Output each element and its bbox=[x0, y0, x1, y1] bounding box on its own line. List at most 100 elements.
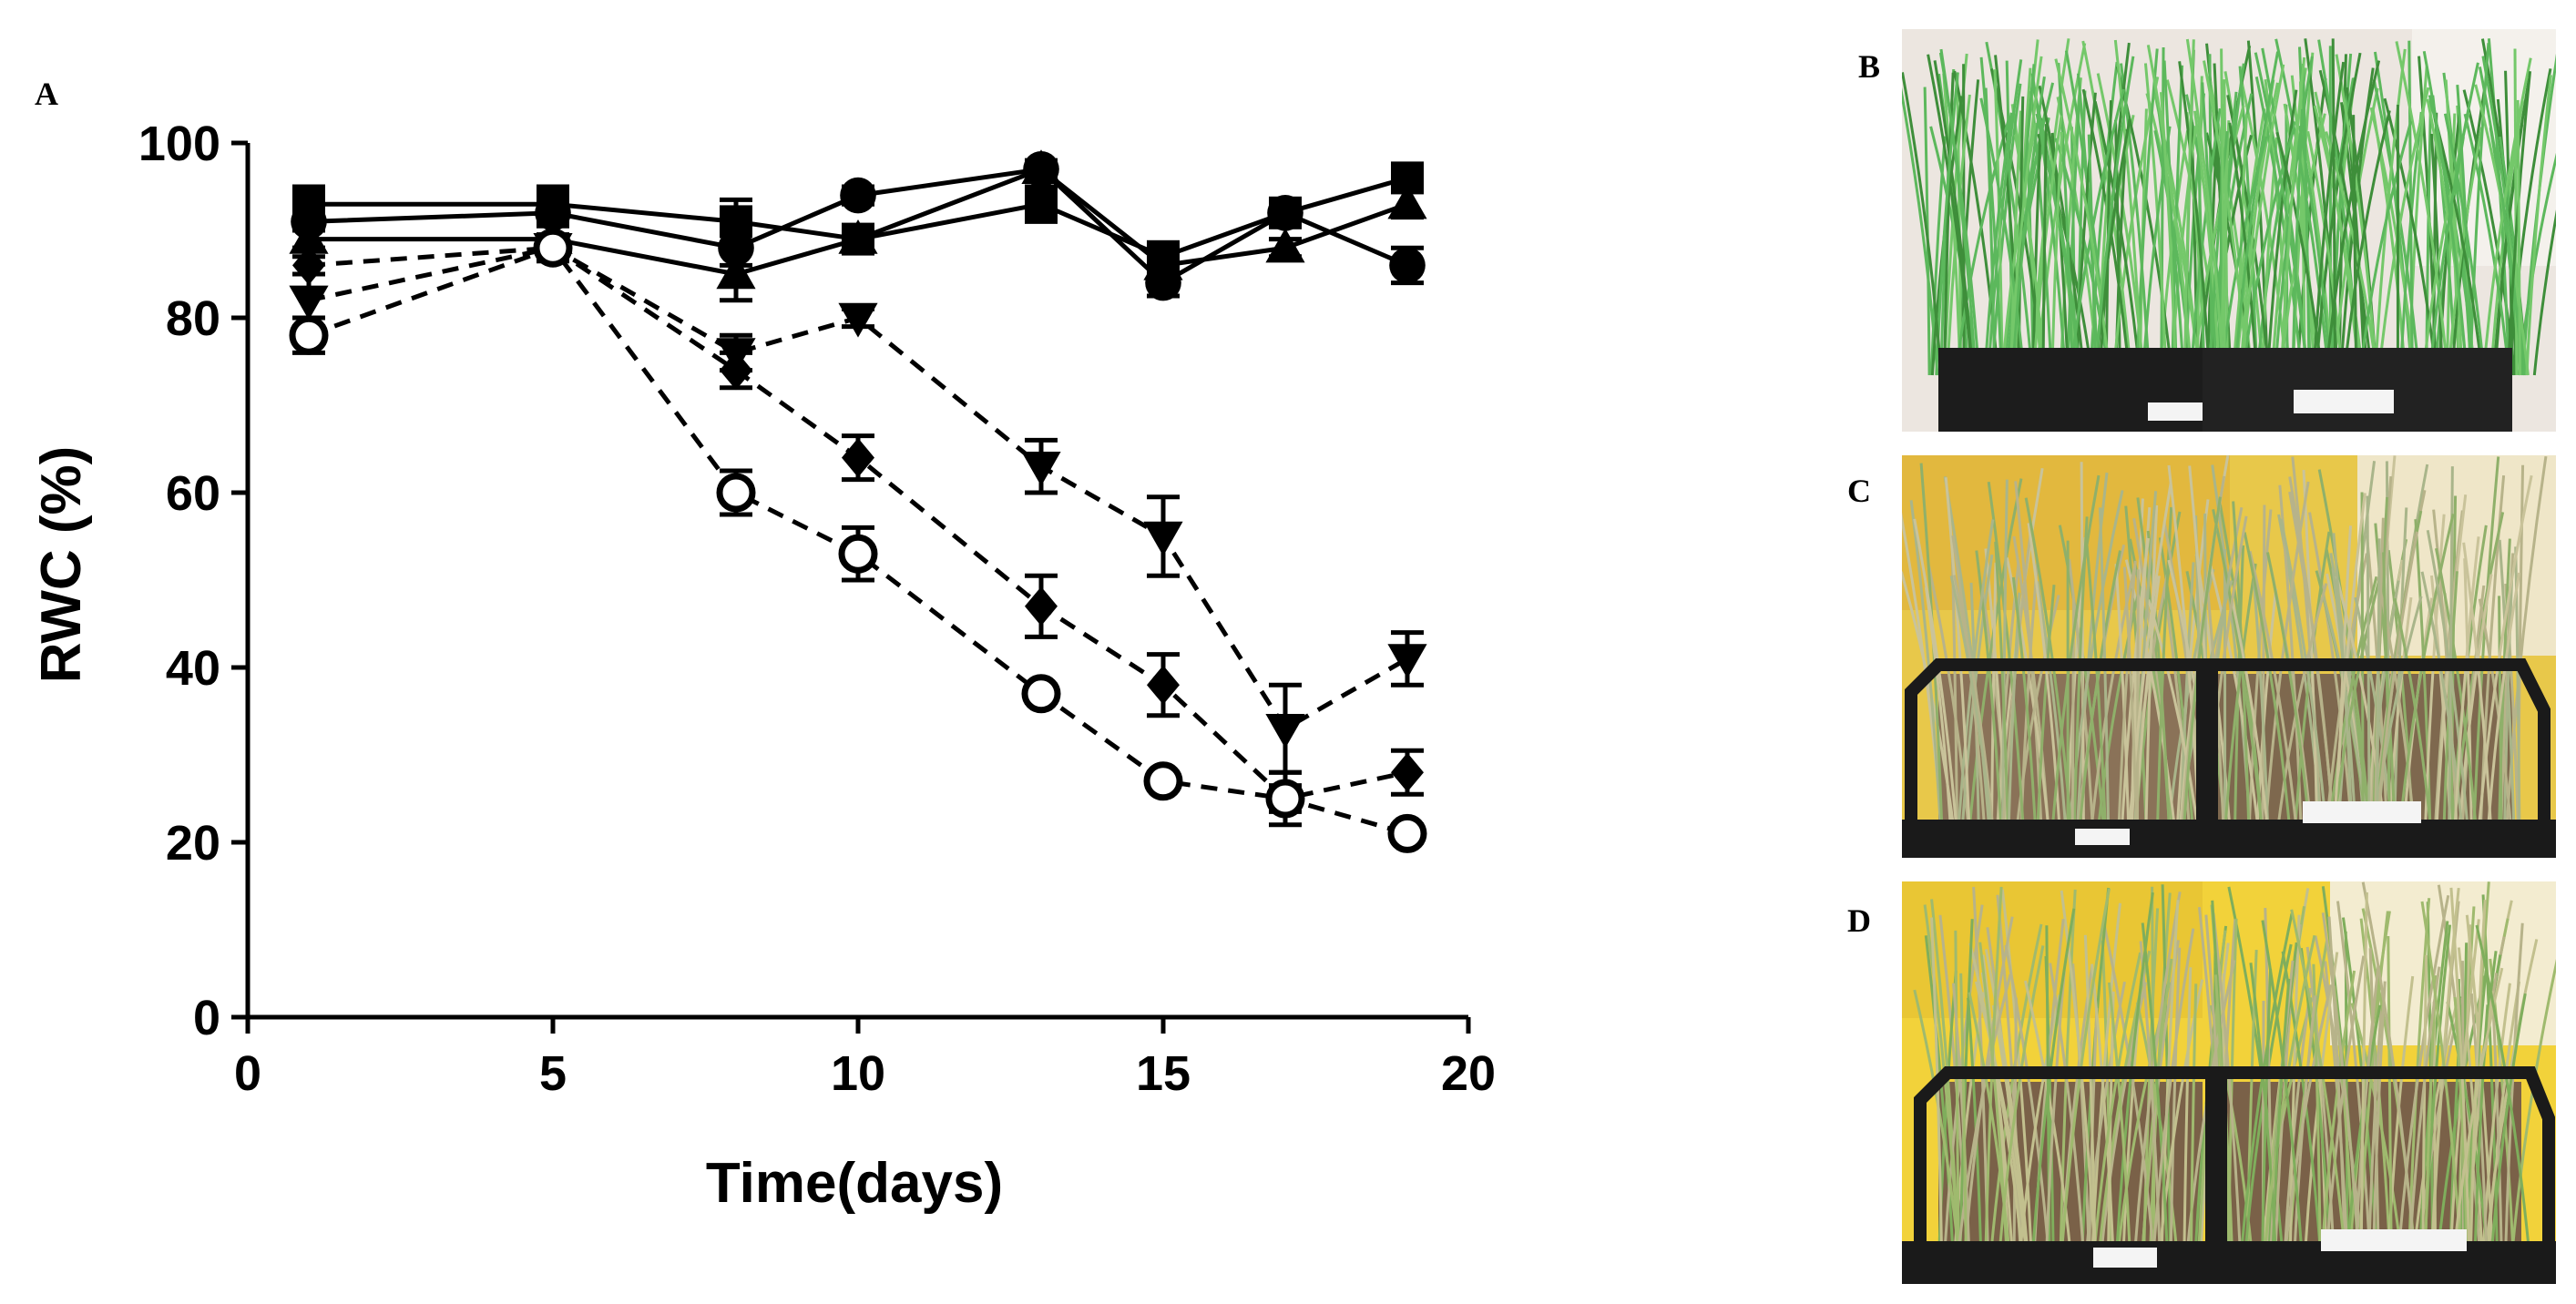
grass-blade bbox=[2504, 583, 2520, 839]
series-line-h3 bbox=[309, 166, 1408, 277]
marker-circle-open bbox=[533, 228, 573, 268]
grass-blade bbox=[2475, 924, 2531, 1256]
grass-blade bbox=[1954, 930, 1960, 1256]
grass-blade bbox=[1994, 541, 2010, 839]
grass-blade bbox=[2489, 993, 2527, 1256]
grass-blade bbox=[2367, 990, 2384, 1256]
grass-blade bbox=[2350, 1003, 2403, 1256]
marker-triangle-up bbox=[1021, 149, 1061, 184]
grass-blade bbox=[2031, 117, 2043, 376]
grass-blade bbox=[1954, 117, 2011, 376]
grass-blade bbox=[2320, 970, 2356, 1256]
grass-blade bbox=[2422, 50, 2469, 376]
grass-blade bbox=[2293, 995, 2317, 1256]
grass-blade bbox=[2240, 64, 2285, 376]
grass-blade bbox=[2087, 134, 2097, 376]
grass-blade bbox=[2275, 131, 2324, 376]
series-line-d3 bbox=[308, 245, 1408, 836]
marker-circle-open bbox=[289, 315, 329, 355]
grass-blade bbox=[2476, 474, 2533, 839]
grass-blade bbox=[2506, 71, 2532, 376]
grass-blade bbox=[1952, 575, 1996, 839]
grass-blade bbox=[1930, 136, 1947, 376]
grass-blade bbox=[1933, 60, 1975, 376]
grass-blade bbox=[1968, 992, 2011, 1256]
grass-blade bbox=[2233, 51, 2280, 376]
chart-series-layer bbox=[289, 149, 1427, 853]
grass-blade bbox=[2457, 574, 2493, 839]
grass-blade bbox=[2083, 934, 2097, 1256]
grass-blade bbox=[2159, 92, 2178, 376]
marker-diamond bbox=[292, 245, 325, 285]
grass-blade bbox=[2248, 550, 2299, 839]
marker-circle bbox=[1389, 247, 1426, 284]
grass-blade bbox=[2279, 56, 2306, 376]
grass-blade bbox=[2054, 58, 2111, 376]
grass-blade bbox=[1989, 923, 2043, 1256]
panel-label-b: B bbox=[1858, 48, 1881, 85]
grass-blade bbox=[2447, 127, 2484, 376]
series-line-h2 bbox=[309, 175, 1408, 260]
grass-blade bbox=[2141, 922, 2170, 1256]
marker-square bbox=[1269, 196, 1302, 229]
grass-blade bbox=[2372, 981, 2387, 1256]
green-grass-illustration bbox=[1902, 38, 2556, 376]
grass-blade bbox=[2463, 558, 2473, 839]
grass-blade bbox=[2208, 130, 2229, 376]
grass-blade bbox=[2178, 61, 2212, 376]
grass-blade bbox=[2146, 530, 2172, 839]
marker-triangle-up bbox=[289, 219, 329, 254]
marker-triangle-up bbox=[1387, 184, 1427, 219]
grass-blade bbox=[2507, 68, 2552, 376]
grass-blade bbox=[2453, 536, 2480, 839]
grass-blade bbox=[2212, 912, 2243, 1256]
grass-blade bbox=[2421, 954, 2428, 1256]
x-axis-label: Time(days) bbox=[706, 1152, 1003, 1215]
grass-blade bbox=[2486, 572, 2521, 839]
grass-blade bbox=[2392, 507, 2408, 839]
series-d1 bbox=[289, 232, 1427, 775]
grass-blade bbox=[2147, 599, 2201, 839]
grass-blade bbox=[1942, 73, 1962, 376]
grass-blade bbox=[2372, 79, 2421, 376]
grass-blade bbox=[2185, 38, 2225, 376]
grass-blade bbox=[2098, 507, 2111, 839]
marker-circle-open bbox=[1143, 761, 1183, 801]
grass-blade bbox=[2473, 1004, 2489, 1256]
grass-blade bbox=[2481, 57, 2532, 376]
grass-blade bbox=[2113, 39, 2143, 376]
grass-blade bbox=[1958, 919, 1974, 1256]
panel-label-c: C bbox=[1847, 473, 1871, 509]
x-tick-label: 5 bbox=[539, 1046, 567, 1101]
y-tick-label: 60 bbox=[166, 466, 220, 521]
grass-blade bbox=[2532, 209, 2556, 376]
grass-blade bbox=[1967, 478, 2023, 839]
grass-blade bbox=[1924, 935, 1955, 1256]
grass-blade bbox=[2139, 941, 2162, 1256]
grass-blade bbox=[2462, 542, 2493, 839]
marker-circle-open bbox=[1387, 813, 1427, 853]
grass-blade bbox=[1984, 949, 2029, 1256]
grass-blade bbox=[2077, 550, 2121, 839]
grass-blade bbox=[1998, 945, 2045, 1256]
grass-blade bbox=[1902, 72, 1943, 376]
grass-blade bbox=[2331, 38, 2337, 376]
panel-label-d: D bbox=[1847, 902, 1871, 939]
grass-blade bbox=[1959, 973, 1968, 1256]
grass-blade bbox=[1975, 550, 2003, 839]
grass-blade bbox=[2429, 133, 2444, 376]
marker-square bbox=[1025, 188, 1058, 221]
series-line-d2 bbox=[308, 245, 1408, 801]
grass-blade bbox=[2504, 455, 2548, 839]
grass-blade bbox=[2321, 912, 2361, 1256]
grass-blade bbox=[2243, 532, 2293, 839]
grass-blade bbox=[2036, 585, 2056, 839]
grass-blade bbox=[2325, 955, 2366, 1256]
series-line-d1 bbox=[308, 245, 1409, 732]
grass-blade bbox=[2254, 52, 2309, 376]
grass-blade bbox=[2358, 120, 2413, 376]
grass-blade bbox=[2463, 113, 2511, 376]
grass-blade bbox=[2102, 924, 2155, 1256]
y-tick-label: 40 bbox=[166, 641, 220, 696]
